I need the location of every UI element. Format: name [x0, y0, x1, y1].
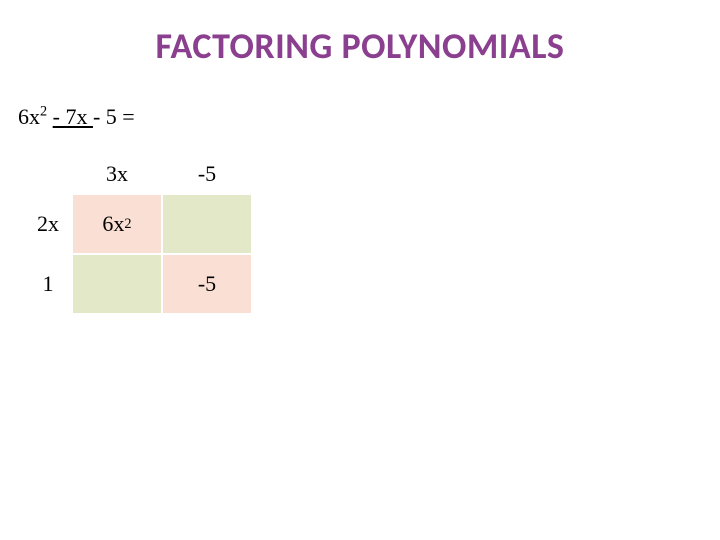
slide: FACTORING POLYNOMIALS 6x2 - 7x - 5 = 3x … [0, 0, 720, 540]
title-text: FACTORING POLYNOMIALS [156, 24, 565, 68]
box-method-grid: 3x -5 2x 6x2 1 -5 [24, 154, 284, 314]
equation: 6x2 - 7x - 5 = [18, 104, 704, 130]
grid-corner [24, 154, 72, 194]
col-header-1: -5 [162, 154, 252, 194]
cell-r1c0 [72, 254, 162, 314]
row-header-1: 1 [24, 254, 72, 314]
eq-term3: - 5 = [93, 104, 135, 129]
eq-term1: 6x [18, 104, 40, 129]
cell-r1c1: -5 [162, 254, 252, 314]
eq-term2: - 7x [53, 104, 93, 129]
cell-r1c1-text: -5 [198, 271, 216, 297]
page-title: FACTORING POLYNOMIALS [16, 24, 704, 68]
row-header-0: 2x [24, 194, 72, 254]
cell-r0c0: 6x2 [72, 194, 162, 254]
cell-r0c1 [162, 194, 252, 254]
col-header-0: 3x [72, 154, 162, 194]
eq-term1-sup: 2 [40, 104, 47, 120]
grid: 3x -5 2x 6x2 1 -5 [24, 154, 284, 314]
cell-r0c0-text: 6x [102, 211, 124, 237]
